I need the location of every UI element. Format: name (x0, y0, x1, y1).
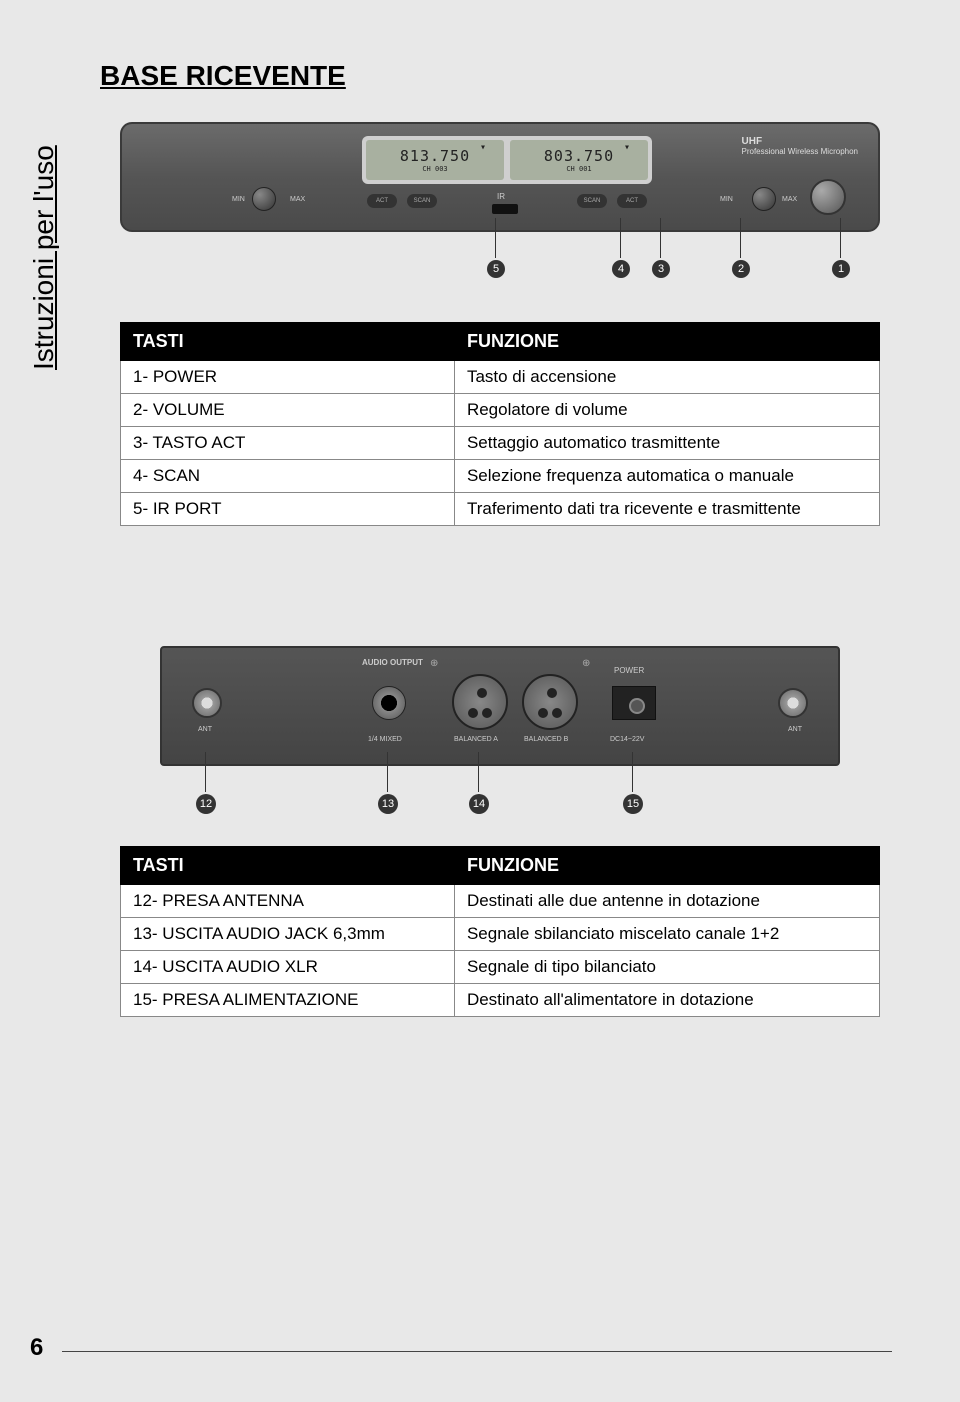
table-cell: Segnale di tipo bilanciato (454, 951, 879, 984)
table-cell: Selezione frequenza automatica o manuale (454, 460, 879, 493)
lcd-left-channel: CH 003 (422, 165, 447, 173)
front-panel-table: TASTI FUNZIONE 1- POWERTasto di accensio… (120, 322, 880, 526)
ir-label: IR (497, 192, 505, 201)
antenna-jack-right[interactable] (778, 688, 808, 718)
ant-label: ANT (198, 726, 212, 733)
volume-knob-left[interactable] (252, 187, 276, 211)
screw-icon: ⊕ (430, 658, 438, 669)
table-cell: 12- PRESA ANTENNA (121, 885, 455, 918)
callout-13: 13 (378, 794, 398, 814)
table-cell: Destinati alle due antenne in dotazione (454, 885, 879, 918)
callout-5: 5 (487, 260, 505, 278)
xlr-jack-a[interactable] (452, 674, 508, 730)
uhf-text: UHF (742, 136, 859, 147)
balanced-b-label: BALANCED B (524, 736, 568, 743)
quarter-inch-jack[interactable] (372, 686, 406, 720)
power-label: POWER (614, 666, 644, 675)
table-cell: 15- PRESA ALIMENTAZIONE (121, 984, 455, 1017)
table-cell: 2- VOLUME (121, 394, 455, 427)
antenna-icon: ▾ (480, 142, 486, 153)
power-button[interactable] (810, 179, 846, 215)
xlr-jack-b[interactable] (522, 674, 578, 730)
ant-label: ANT (788, 726, 802, 733)
callout-12: 12 (196, 794, 216, 814)
antenna-jack-left[interactable] (192, 688, 222, 718)
callout-1: 1 (832, 260, 850, 278)
act-button-left[interactable]: ACT (367, 194, 397, 208)
lcd-left-freq: 813.750 (400, 147, 470, 165)
uhf-subtitle: Professional Wireless Microphon (742, 147, 859, 156)
scan-button-left[interactable]: SCAN (407, 194, 437, 208)
table-cell: Settaggio automatico trasmittente (454, 427, 879, 460)
max-label: MAX (782, 196, 797, 203)
power-jack[interactable] (612, 686, 656, 720)
min-label: MIN (720, 196, 733, 203)
table1-header-func: FUNZIONE (454, 323, 879, 361)
table-cell: 14- USCITA AUDIO XLR (121, 951, 455, 984)
dc-label: DC14~22V (610, 736, 644, 743)
page-number: 6 (30, 1334, 43, 1362)
table2-header-key: TASTI (121, 847, 455, 885)
receiver-front-panel: ▾ 813.750 CH 003 ▾ 803.750 CH 001 UHF Pr… (120, 122, 880, 232)
lcd-panel: ▾ 813.750 CH 003 ▾ 803.750 CH 001 (362, 136, 652, 184)
receiver-rear-panel: ANT ANT AUDIO OUTPUT POWER 1/4 MIXED BAL… (160, 646, 840, 766)
lcd-left: ▾ 813.750 CH 003 (366, 140, 504, 180)
rear-panel-table: TASTI FUNZIONE 12- PRESA ANTENNADestinat… (120, 846, 880, 1017)
uhf-label: UHF Professional Wireless Microphon (742, 136, 859, 156)
table-cell: 5- IR PORT (121, 493, 455, 526)
lcd-right-freq: 803.750 (544, 147, 614, 165)
callout-3: 3 (652, 260, 670, 278)
table-cell: 1- POWER (121, 361, 455, 394)
lcd-right: ▾ 803.750 CH 001 (510, 140, 648, 180)
table-cell: Traferimento dati tra ricevente e trasmi… (454, 493, 879, 526)
audio-output-label: AUDIO OUTPUT (362, 658, 423, 667)
table-cell: 4- SCAN (121, 460, 455, 493)
table-cell: Segnale sbilanciato miscelato canale 1+2 (454, 918, 879, 951)
volume-knob-right[interactable] (752, 187, 776, 211)
min-label: MIN (232, 196, 245, 203)
balanced-a-label: BALANCED A (454, 736, 498, 743)
table1-header-key: TASTI (121, 323, 455, 361)
scan-button-right[interactable]: SCAN (577, 194, 607, 208)
antenna-icon: ▾ (624, 142, 630, 153)
mixed-label: 1/4 MIXED (368, 736, 402, 743)
callout-2: 2 (732, 260, 750, 278)
max-label: MAX (290, 196, 305, 203)
front-callouts: 5 4 3 2 1 (120, 232, 880, 292)
table-cell: Tasto di accensione (454, 361, 879, 394)
callout-14: 14 (469, 794, 489, 814)
table2-header-func: FUNZIONE (454, 847, 879, 885)
sidebar-title: Istruzioni per l'uso (28, 145, 60, 370)
section-title: BASE RICEVENTE (100, 60, 900, 92)
screw-icon: ⊕ (582, 658, 590, 669)
table-cell: Destinato all'alimentatore in dotazione (454, 984, 879, 1017)
callout-15: 15 (623, 794, 643, 814)
table-cell: 3- TASTO ACT (121, 427, 455, 460)
table-cell: 13- USCITA AUDIO JACK 6,3mm (121, 918, 455, 951)
page-divider (62, 1351, 892, 1352)
lcd-right-channel: CH 001 (566, 165, 591, 173)
rear-callouts: 12 13 14 15 (160, 766, 840, 826)
callout-4: 4 (612, 260, 630, 278)
ir-port (492, 204, 518, 214)
act-button-right[interactable]: ACT (617, 194, 647, 208)
table-cell: Regolatore di volume (454, 394, 879, 427)
